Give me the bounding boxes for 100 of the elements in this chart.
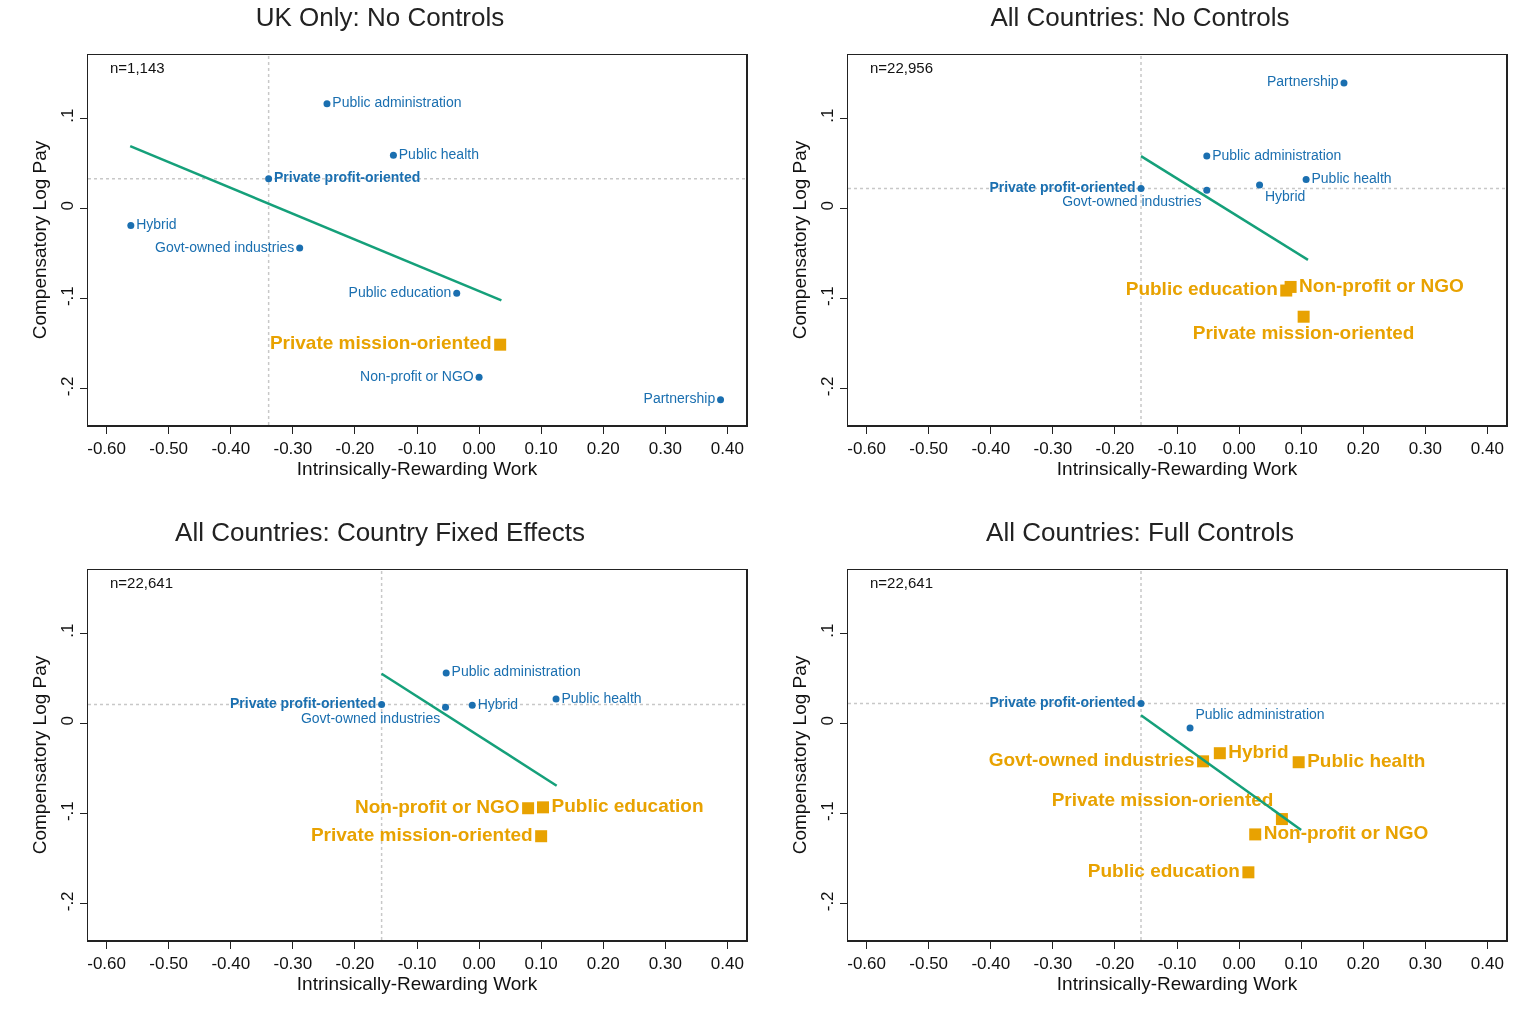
x-tick-label: 0.00 [1222, 438, 1256, 458]
annotation: n=22,641 [110, 574, 173, 591]
x-axis-title: Intrinsically-Rewarding Work [296, 457, 538, 479]
x-tick-label: 0.10 [524, 953, 558, 973]
point [1186, 724, 1194, 732]
point [1302, 176, 1310, 184]
x-tick-label: -0.40 [971, 953, 1011, 973]
series-label: Private mission-oriented [1192, 322, 1415, 344]
x-tick-label: -0.10 [397, 953, 437, 973]
series-label: Public health [561, 689, 642, 706]
point [494, 338, 507, 351]
point [1292, 756, 1305, 769]
x-tick-label: -0.30 [273, 438, 313, 458]
x-axis-title: Intrinsically-Rewarding Work [1056, 972, 1298, 994]
x-tick-label: -0.20 [1095, 953, 1135, 973]
x-tick-label: -0.40 [211, 953, 251, 973]
series-label: Hybrid [136, 216, 177, 233]
x-tick-label: -0.10 [397, 438, 437, 458]
x-tick-label: 0.20 [1346, 438, 1380, 458]
series-label: Non-profit or NGO [360, 367, 474, 384]
point [1256, 181, 1264, 189]
x-tick-label: 0.10 [1284, 953, 1318, 973]
point [1203, 152, 1211, 160]
x-tick-label: 0.00 [462, 438, 496, 458]
point [389, 151, 397, 159]
x-tick-label: 0.30 [1408, 438, 1442, 458]
x-tick-label: -0.20 [335, 438, 375, 458]
x-tick-label: 0.10 [1284, 438, 1318, 458]
series-label: Public health [1307, 749, 1426, 771]
series-label: Private profit-oriented [989, 179, 1136, 196]
x-tick-label: -0.40 [211, 438, 251, 458]
x-tick-label: -0.60 [87, 438, 126, 458]
series-label: Public health [398, 145, 479, 162]
x-tick-label: 0.40 [710, 438, 744, 458]
point [1242, 866, 1255, 879]
x-axis-title: Intrinsically-Rewarding Work [1056, 457, 1298, 479]
y-tick-label: -.1 [57, 286, 77, 307]
x-tick-label: -0.40 [971, 438, 1011, 458]
y-axis-title: Compensatory Log Pay [28, 140, 50, 340]
x-tick-label: -0.30 [1033, 953, 1073, 973]
chart-title: All Countries: Country Fixed Effects [175, 516, 585, 547]
series-label: Public education [348, 283, 452, 300]
y-tick-label: 0 [57, 201, 77, 211]
point [717, 396, 725, 404]
series-label: Public administration [1212, 146, 1342, 163]
point [378, 700, 386, 708]
x-tick-label: 0.30 [1408, 953, 1442, 973]
x-tick-label: 0.20 [1346, 953, 1380, 973]
y-axis-title: Compensatory Log Pay [788, 655, 810, 855]
point [537, 801, 550, 814]
series-label: Partnership [1267, 73, 1339, 90]
chart-title: UK Only: No Controls [255, 1, 505, 32]
point [1203, 186, 1211, 194]
x-tick-label: 0.10 [524, 438, 558, 458]
y-tick-label: -.2 [817, 891, 837, 912]
series-label: Non-profit or NGO [354, 795, 520, 817]
series-label: Public education [1087, 860, 1240, 882]
series-label: Public administration [1195, 706, 1325, 723]
x-tick-label: 0.20 [586, 953, 620, 973]
x-tick-label: -0.50 [149, 438, 189, 458]
point [265, 175, 273, 183]
x-tick-label: 0.40 [710, 953, 744, 973]
series-label: Govt-owned industries [300, 710, 441, 727]
x-tick-label: 0.00 [1222, 953, 1256, 973]
x-tick-label: -0.50 [909, 438, 949, 458]
x-tick-label: 0.30 [648, 438, 682, 458]
point [1340, 79, 1348, 87]
series-label: Hybrid [477, 695, 519, 712]
x-tick-label: -0.30 [1033, 438, 1073, 458]
x-tick-label: -0.20 [1095, 438, 1135, 458]
point [522, 802, 535, 815]
y-tick-label: -.2 [57, 891, 77, 912]
x-axis-title: Intrinsically-Rewarding Work [296, 972, 538, 994]
x-tick-label: 0.20 [586, 438, 620, 458]
x-tick-label: -0.60 [847, 953, 886, 973]
y-axis-title: Compensatory Log Pay [28, 655, 50, 855]
point [1213, 747, 1226, 760]
x-tick-label: 0.00 [462, 953, 496, 973]
series-label: Private profit-oriented [229, 694, 377, 711]
point [323, 100, 331, 108]
series-label: Non-profit or NGO [1263, 822, 1429, 844]
y-tick-label: -.2 [57, 376, 77, 397]
x-tick-label: -0.10 [1157, 438, 1197, 458]
x-tick-label: -0.20 [335, 953, 375, 973]
x-tick-label: -0.50 [149, 953, 189, 973]
point [1297, 310, 1310, 323]
point [453, 289, 461, 297]
y-tick-label: -.1 [57, 801, 77, 822]
point [442, 703, 450, 711]
x-tick-label: -0.60 [87, 953, 126, 973]
point [468, 701, 476, 709]
annotation: n=22,956 [870, 59, 933, 76]
series-label: Public education [551, 795, 704, 817]
point [127, 222, 135, 230]
series-label: Hybrid [1264, 187, 1306, 204]
point [442, 669, 450, 677]
y-tick-label: 0 [817, 716, 837, 726]
series-label: Private profit-oriented [274, 169, 421, 186]
y-tick-label: .1 [57, 623, 77, 638]
point [1137, 700, 1145, 708]
